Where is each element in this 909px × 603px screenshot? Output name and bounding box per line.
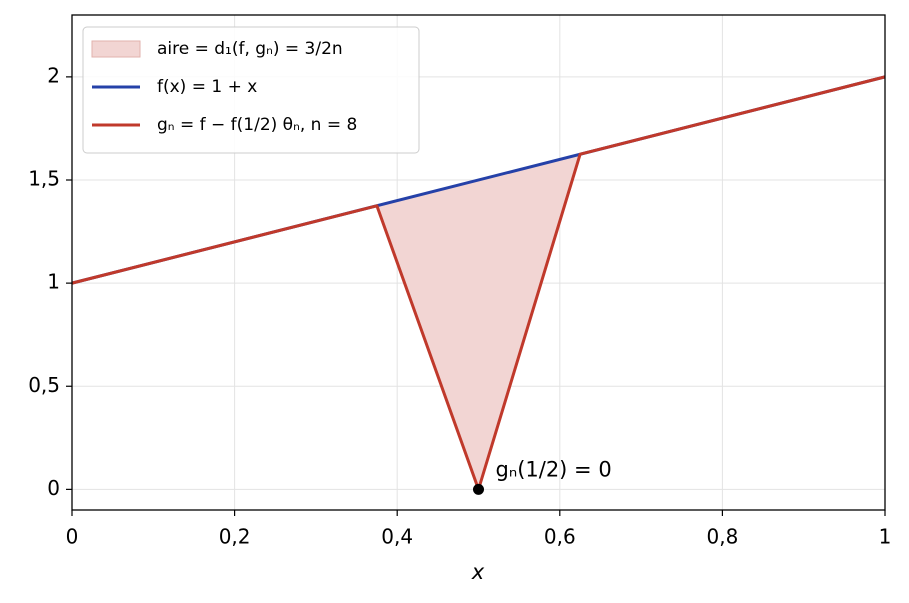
y-tick-label: 2	[47, 63, 60, 87]
legend-label: gₙ = f − f(1/2) θₙ, n = 8	[157, 115, 357, 135]
point	[473, 483, 484, 495]
x-tick-label: 1	[879, 525, 892, 549]
y-tick-label: 0,5	[28, 373, 60, 397]
area	[376, 153, 581, 491]
legend: aire = d₁(f, gₙ) = 3/2n f(x) = 1 + x gₙ = …	[82, 26, 420, 154]
x-tick-label: 0,2	[219, 525, 251, 549]
y-tick-label: 0	[47, 476, 60, 500]
x-axis-label: x	[471, 560, 485, 584]
legend-label: aire = d₁(f, gₙ) = 3/2n	[157, 39, 343, 59]
y-tick-label: 1	[47, 270, 60, 294]
y-tick-label: 1,5	[28, 167, 60, 191]
x-tick-label: 0,4	[381, 525, 413, 549]
x-tick-label: 0,8	[706, 525, 738, 549]
legend-box	[82, 26, 420, 154]
legend-label: f(x) = 1 + x	[157, 77, 257, 97]
x-tick-label: 0,6	[544, 525, 576, 549]
x-tick-label: 0	[66, 525, 79, 549]
plot-frame	[71, 14, 886, 511]
legend-swatch	[91, 40, 141, 58]
point-annotation: gₙ(1/2) = 0	[496, 457, 612, 481]
